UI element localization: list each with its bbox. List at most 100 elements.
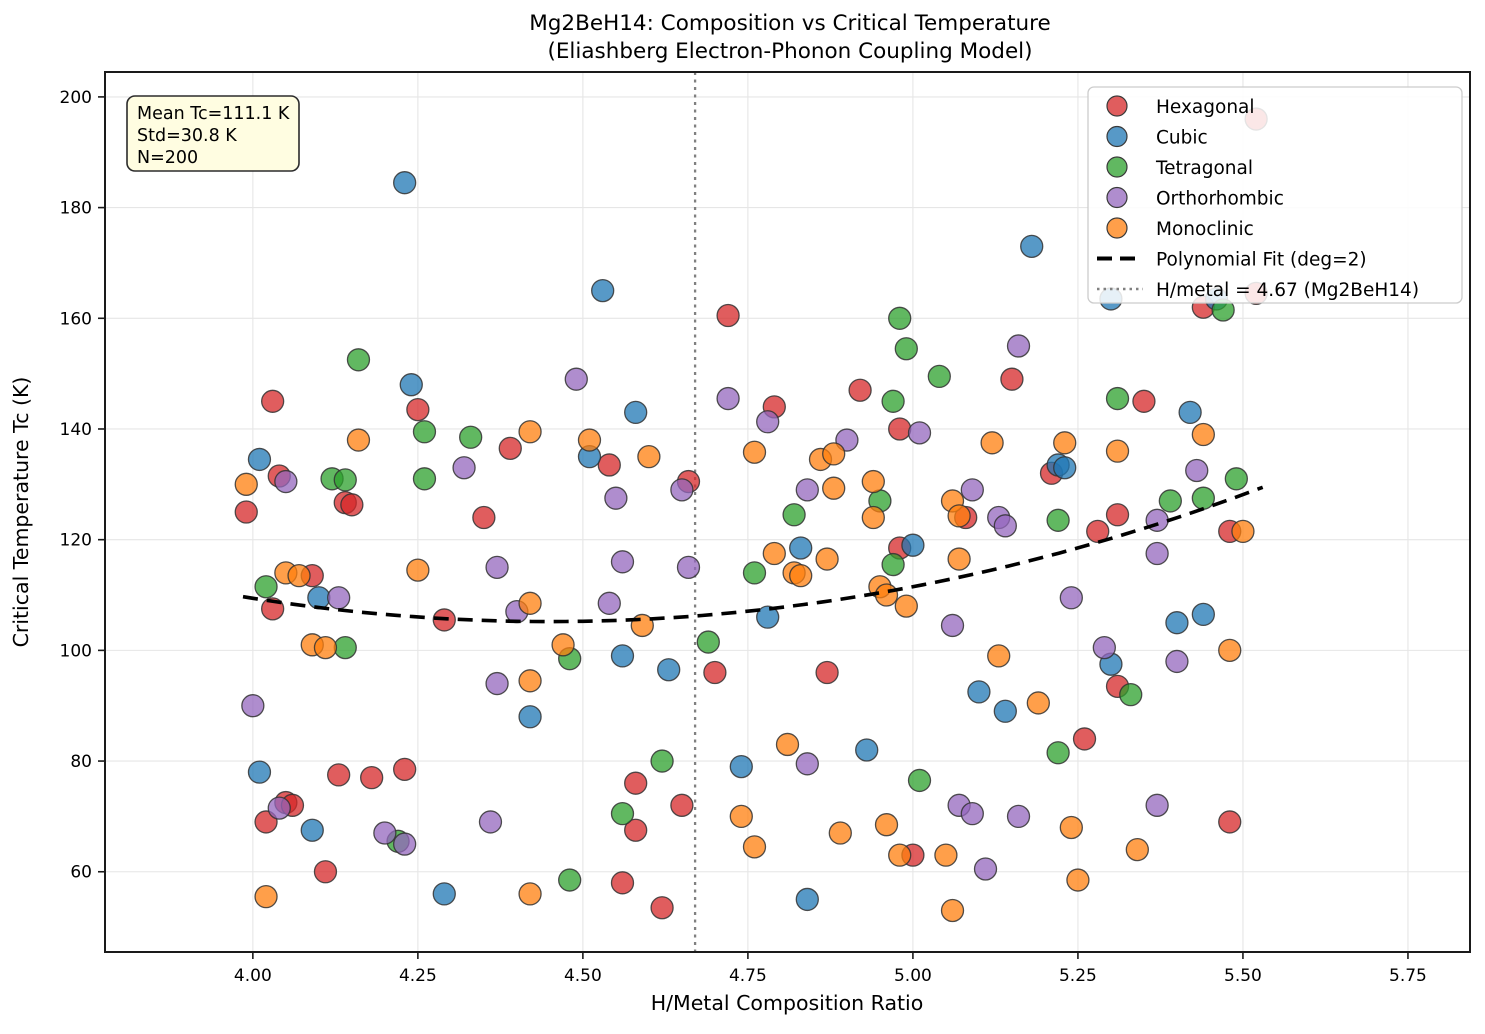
- data-point-monoclinic: [940, 898, 965, 923]
- data-point-monoclinic: [828, 821, 852, 845]
- data-point-hexagonal: [1072, 727, 1097, 751]
- data-point-hexagonal: [472, 505, 496, 530]
- axis-ticks: 4.00 4.25 4.50 4.75 5.00 5.25 5.50 5.75 60 80 100 1…: [60, 88, 1427, 986]
- data-point-cubic: [307, 586, 331, 610]
- data-point-orthorhombic: [676, 555, 701, 579]
- data-point-cubic: [993, 699, 1017, 723]
- data-point-monoclinic: [518, 669, 542, 693]
- data-point-monoclinic: [346, 428, 371, 452]
- data-point-monoclinic: [577, 428, 602, 452]
- data-point-tetragonal: [927, 364, 951, 389]
- data-point-monoclinic: [1231, 519, 1255, 544]
- data-point-monoclinic: [637, 445, 661, 469]
- data-point-orthorhombic: [1145, 793, 1169, 817]
- data-point-hexagonal: [703, 660, 727, 685]
- y-axis-label: Critical Temperature Tc (K): [9, 377, 33, 648]
- data-point-orthorhombic: [373, 821, 397, 845]
- series-orthorhombic: [241, 334, 1209, 881]
- x-tick-label: 5.25: [1059, 966, 1097, 986]
- data-point-orthorhombic: [907, 421, 932, 445]
- legend-item-refline: H/metal = 4.67 (Mg2BeH14): [1097, 280, 1419, 301]
- data-point-monoclinic: [406, 558, 430, 582]
- data-point-tetragonal: [412, 420, 437, 444]
- legend-label-tetragonal: Tetragonal: [1155, 158, 1253, 179]
- y-tick-label: 180: [60, 199, 92, 219]
- data-point-orthorhombic: [960, 801, 984, 826]
- data-point-monoclinic: [815, 547, 839, 571]
- tetragonal-marker-icon: [1106, 156, 1128, 178]
- data-point-monoclinic: [1105, 439, 1130, 463]
- data-point-monoclinic: [742, 835, 767, 859]
- legend-label-monoclinic: Monoclinic: [1156, 219, 1254, 240]
- data-point-monoclinic: [775, 732, 800, 757]
- x-axis-label: H/Metal Composition Ratio: [651, 991, 924, 1015]
- stats-box-background: [126, 95, 300, 172]
- data-point-monoclinic: [762, 541, 786, 566]
- data-point-monoclinic: [518, 882, 542, 906]
- data-point-tetragonal: [888, 306, 912, 330]
- legend-label-orthorhombic: Orthorhombic: [1156, 189, 1284, 210]
- legend-item-hexagonal: Hexagonal: [1106, 95, 1255, 118]
- data-point-cubic: [300, 818, 324, 842]
- data-point-tetragonal: [782, 503, 806, 527]
- data-point-orthorhombic: [973, 857, 998, 881]
- data-point-orthorhombic: [1145, 541, 1169, 566]
- data-point-hexagonal: [313, 860, 338, 884]
- data-point-hexagonal: [1132, 389, 1156, 413]
- y-tick-label: 200: [60, 88, 92, 108]
- y-tick-label: 160: [60, 309, 92, 329]
- data-point-tetragonal: [459, 425, 483, 449]
- data-point-monoclinic: [518, 420, 542, 444]
- data-point-cubic: [518, 705, 542, 729]
- data-point-monoclinic: [934, 843, 958, 867]
- data-point-cubic: [1191, 602, 1215, 627]
- data-point-cubic: [1165, 611, 1189, 635]
- data-point-monoclinic: [888, 843, 912, 867]
- data-point-tetragonal: [881, 389, 905, 413]
- data-point-monoclinic: [980, 431, 1004, 455]
- data-point-hexagonal: [716, 303, 740, 328]
- data-point-cubic: [247, 760, 272, 784]
- y-tick-label: 80: [70, 752, 92, 772]
- data-point-orthorhombic: [1059, 586, 1083, 610]
- data-point-hexagonal: [1086, 519, 1110, 544]
- legend-label-polyfit: Polynomial Fit (deg=2): [1156, 250, 1367, 271]
- chart-title-line2: (Eliashberg Electron-Phonon Coupling Mod…: [547, 39, 1032, 64]
- data-point-orthorhombic: [478, 810, 503, 834]
- data-point-orthorhombic: [452, 456, 476, 480]
- data-point-hexagonal: [670, 793, 694, 817]
- polynomial-fit-line: [242, 485, 1264, 624]
- data-point-tetragonal: [1224, 467, 1248, 491]
- data-point-orthorhombic: [485, 671, 509, 696]
- data-point-hexagonal: [327, 763, 351, 787]
- data-point-hexagonal: [815, 660, 839, 685]
- data-point-monoclinic: [874, 813, 899, 837]
- data-point-tetragonal: [696, 630, 720, 654]
- data-point-monoclinic: [1218, 638, 1242, 663]
- data-point-hexagonal: [848, 378, 872, 402]
- data-point-tetragonal: [894, 337, 918, 361]
- monoclinic-marker-icon: [1106, 217, 1128, 239]
- data-point-orthorhombic: [795, 478, 819, 502]
- data-point-tetragonal: [412, 467, 437, 491]
- data-point-monoclinic: [874, 583, 899, 607]
- data-point-orthorhombic: [597, 591, 621, 615]
- stats-std: Std=30.8 K: [137, 126, 237, 146]
- data-point-cubic: [901, 533, 925, 557]
- data-point-hexagonal: [597, 453, 621, 477]
- data-point-cubic: [789, 536, 813, 560]
- data-point-tetragonal: [558, 868, 582, 892]
- data-point-monoclinic: [822, 442, 846, 466]
- data-point-hexagonal: [1218, 810, 1242, 834]
- data-point-orthorhombic: [1185, 458, 1209, 483]
- data-point-tetragonal: [1105, 386, 1130, 411]
- x-tick-label: 4.00: [234, 966, 272, 986]
- data-point-cubic: [756, 605, 780, 629]
- data-point-monoclinic: [254, 885, 278, 909]
- data-point-tetragonal: [1046, 508, 1070, 532]
- data-point-monoclinic: [234, 472, 258, 496]
- data-point-tetragonal: [650, 749, 674, 773]
- data-point-hexagonal: [340, 493, 364, 517]
- data-point-cubic: [855, 738, 879, 762]
